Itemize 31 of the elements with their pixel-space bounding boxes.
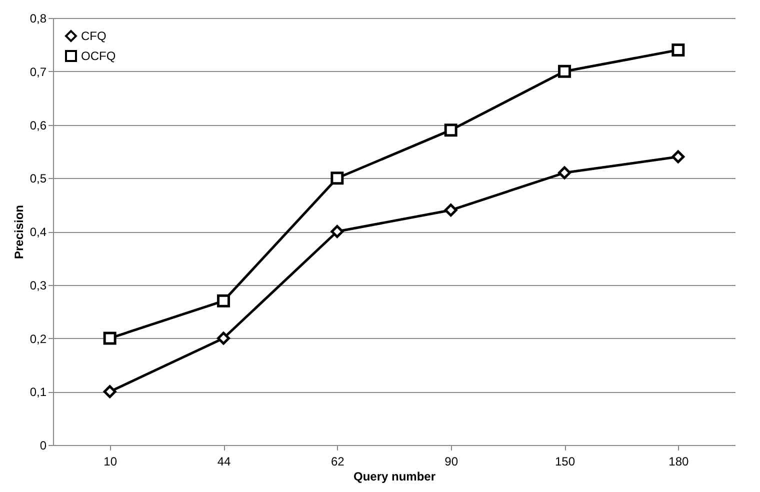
point (103, 332, 116, 345)
legend-label: OCFQ (81, 49, 116, 63)
y-tick-label: 0,3 (30, 278, 47, 292)
y-tick-label: 0,6 (30, 118, 47, 132)
point (330, 225, 344, 238)
y-tick-label: 0,4 (30, 225, 47, 239)
y-axis-title: Precision (12, 204, 26, 260)
point (444, 124, 458, 137)
legend-label: CFQ (81, 29, 106, 43)
x-tick-label: 150 (554, 454, 576, 468)
x-tick-label: 62 (330, 454, 345, 468)
point (330, 172, 344, 185)
y-tick-label: 0,7 (30, 64, 47, 79)
y-tick-label: 0,2 (30, 332, 47, 346)
x-axis-title: Query number (353, 470, 436, 484)
point (444, 204, 458, 217)
x-tick-label: 90 (444, 454, 458, 468)
point (217, 332, 230, 345)
y-tick-label: 0,8 (30, 12, 47, 26)
point (558, 166, 571, 180)
point (558, 64, 571, 78)
x-tick-label: 44 (217, 454, 231, 468)
y-tick-label: 0,5 (30, 172, 47, 186)
point (672, 44, 685, 57)
x-tick-label: 180 (668, 454, 689, 468)
y-tick-label: 0 (40, 438, 47, 452)
point (103, 385, 116, 398)
y-tick-label: 0,1 (30, 385, 47, 400)
x-tick-label: 10 (104, 454, 118, 468)
point (217, 294, 230, 308)
point (672, 150, 685, 164)
